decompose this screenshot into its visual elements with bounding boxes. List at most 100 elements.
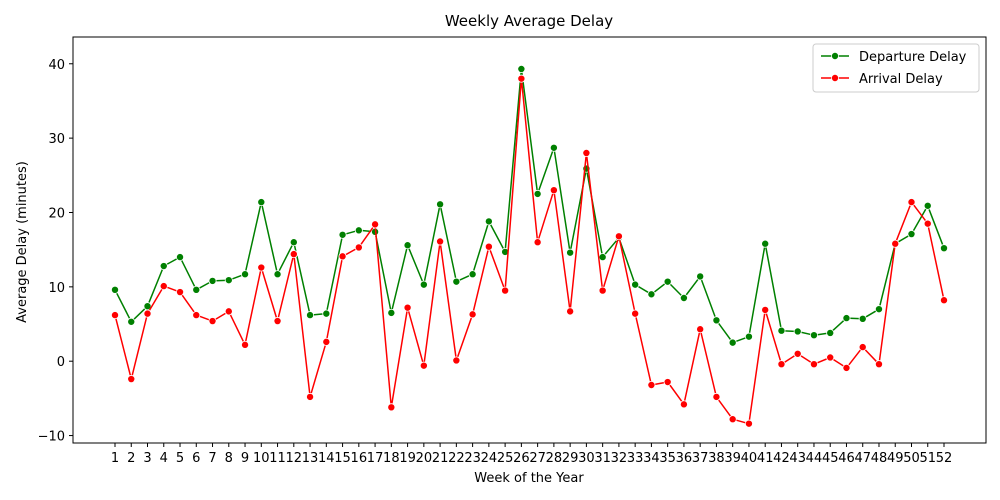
- series-point-1: [306, 392, 315, 401]
- x-tick-label: 20: [416, 451, 433, 466]
- series-point-1: [631, 309, 640, 318]
- series-point-1: [777, 360, 786, 369]
- series-point-0: [387, 308, 396, 317]
- series-point-1: [696, 325, 705, 334]
- x-tick-label: 48: [871, 451, 888, 466]
- x-tick-label: 31: [594, 451, 611, 466]
- series-point-1: [289, 250, 298, 259]
- y-tick-label: 40: [48, 58, 65, 73]
- x-tick-label: 21: [432, 451, 449, 466]
- x-tick-label: 34: [643, 451, 660, 466]
- series-point-1: [614, 232, 623, 241]
- series-point-0: [549, 143, 558, 152]
- series-point-0: [306, 311, 315, 320]
- axes-frame: [72, 36, 987, 444]
- series-point-0: [436, 200, 445, 209]
- series-point-0: [338, 230, 347, 239]
- series-point-0: [826, 328, 835, 337]
- x-tick-label: 6: [192, 451, 200, 466]
- series-point-1: [842, 363, 851, 372]
- series-point-0: [224, 276, 233, 285]
- series-point-1: [566, 307, 575, 316]
- x-tick-label: 49: [887, 451, 904, 466]
- series-point-0: [663, 277, 672, 286]
- series-point-1: [582, 148, 591, 157]
- x-tick-label: 11: [269, 451, 286, 466]
- x-tick-label: 24: [481, 451, 498, 466]
- series-point-1: [176, 288, 185, 297]
- y-tick-label: 10: [48, 281, 65, 296]
- series-point-0: [289, 238, 298, 247]
- chart-title: Weekly Average Delay: [445, 12, 613, 30]
- series-point-1: [159, 282, 168, 291]
- series-line-0: [114, 68, 945, 344]
- legend-label: Departure Delay: [859, 50, 967, 65]
- x-tick-label: 23: [464, 451, 481, 466]
- series-point-1: [679, 400, 688, 409]
- x-tick-label: 29: [562, 451, 579, 466]
- y-axis-label: Average Delay (minutes): [15, 161, 30, 323]
- series-point-0: [728, 338, 737, 347]
- series-point-1: [907, 198, 916, 207]
- series-point-1: [452, 356, 461, 365]
- series-point-0: [761, 239, 770, 248]
- legend-box: [812, 43, 980, 93]
- series-point-0: [679, 293, 688, 302]
- series-point-0: [322, 309, 331, 318]
- x-tick-label: 45: [822, 451, 839, 466]
- x-tick-label: 41: [757, 451, 774, 466]
- x-axis-label: Week of the Year: [474, 471, 584, 486]
- series-point-0: [484, 217, 493, 226]
- series-point-0: [940, 244, 949, 253]
- series-point-1: [111, 311, 120, 320]
- series-point-1: [728, 415, 737, 424]
- legend-label: Arrival Delay: [859, 72, 943, 87]
- series-point-0: [598, 253, 607, 262]
- x-tick-label: 37: [692, 451, 709, 466]
- x-tick-label: 4: [160, 451, 168, 466]
- series-point-1: [371, 220, 380, 229]
- x-tick-label: 35: [659, 451, 676, 466]
- series-point-0: [192, 285, 201, 294]
- x-tick-label: 36: [676, 451, 693, 466]
- x-tick-label: 13: [302, 451, 319, 466]
- x-tick-label: 28: [546, 451, 563, 466]
- y-tick-label: 20: [48, 206, 65, 221]
- series-point-0: [419, 280, 428, 289]
- series-point-0: [647, 290, 656, 299]
- series-point-1: [192, 311, 201, 320]
- series-point-1: [143, 309, 152, 318]
- x-tick-label: 30: [578, 451, 595, 466]
- series-point-1: [419, 361, 428, 370]
- series-point-0: [517, 64, 526, 73]
- series-point-1: [809, 360, 818, 369]
- x-tick-label: 14: [318, 451, 335, 466]
- series-point-0: [176, 253, 185, 262]
- x-tick-label: 27: [529, 451, 546, 466]
- series-point-1: [208, 317, 217, 326]
- series-point-1: [793, 349, 802, 358]
- series-point-1: [127, 375, 136, 384]
- series-point-0: [858, 314, 867, 323]
- series-point-0: [923, 201, 932, 210]
- y-tick-label: −10: [38, 430, 65, 445]
- x-tick-label: 17: [367, 451, 384, 466]
- series-point-0: [696, 272, 705, 281]
- series-point-1: [241, 340, 250, 349]
- series-point-1: [858, 343, 867, 352]
- series-point-1: [647, 380, 656, 389]
- series-point-1: [761, 305, 770, 314]
- x-tick-label: 43: [789, 451, 806, 466]
- series-point-1: [224, 307, 233, 316]
- x-tick-label: 1: [111, 451, 119, 466]
- series-point-1: [533, 238, 542, 247]
- series-point-1: [874, 360, 883, 369]
- x-tick-label: 50: [903, 451, 920, 466]
- series-point-0: [777, 326, 786, 335]
- series-point-0: [127, 317, 136, 326]
- series-point-0: [533, 189, 542, 198]
- series-point-1: [484, 242, 493, 251]
- series-point-1: [354, 243, 363, 252]
- x-tick-label: 38: [708, 451, 725, 466]
